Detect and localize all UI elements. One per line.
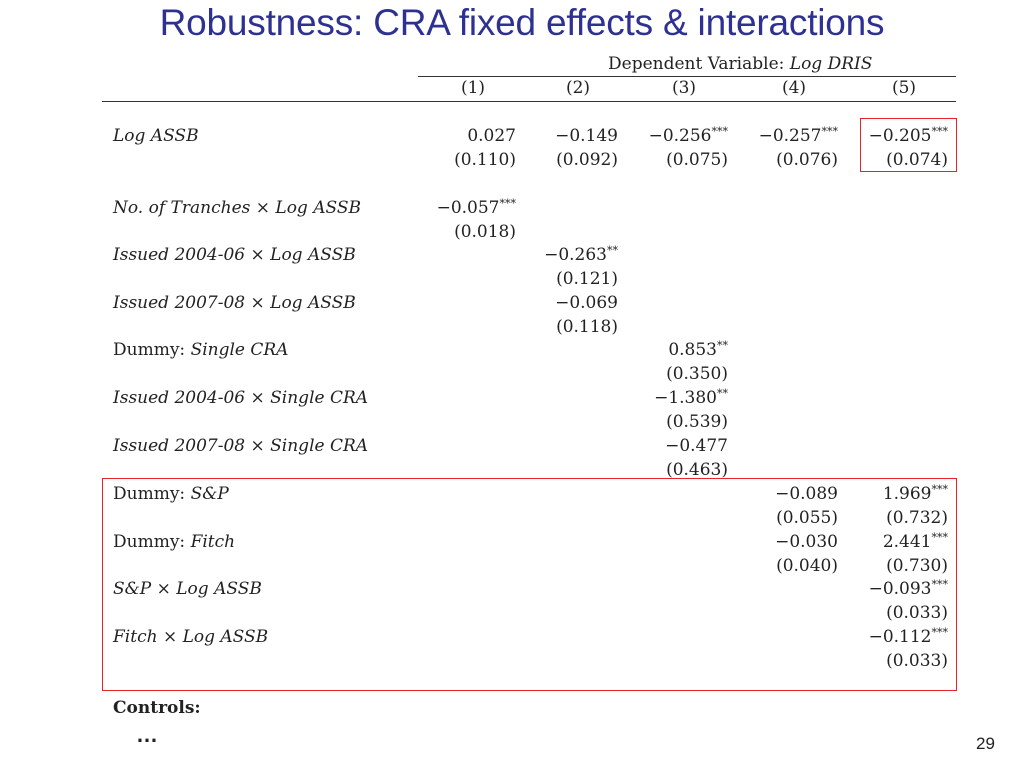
row-label: S&P × Log ASSB: [113, 579, 262, 599]
standard-error-cell: (0.033): [886, 651, 948, 671]
coefficient-cell: −0.257***: [758, 125, 838, 146]
row-label: No. of Tranches × Log ASSB: [113, 198, 361, 218]
highlight-box-col5-log-assb: [860, 118, 957, 172]
slide-title: Robustness: CRA fixed effects & interact…: [159, 2, 885, 43]
standard-error-cell: (0.076): [776, 150, 838, 170]
highlight-box-cra-dummies: [102, 478, 957, 691]
coefficient-cell: −0.057***: [436, 197, 516, 218]
row-label: Issued 2004-06 × Log ASSB: [113, 245, 356, 265]
dependent-variable-text: Dependent Variable: Log DRIS: [608, 54, 873, 74]
coefficient-cell: 0.027: [467, 126, 516, 146]
standard-error-cell: (0.730): [886, 556, 948, 576]
standard-error-cell: (0.110): [454, 150, 516, 170]
standard-error-cell: (0.018): [454, 222, 516, 242]
standard-error-cell: (0.040): [776, 556, 838, 576]
coefficient-cell: −0.263**: [544, 244, 618, 265]
column-header-3: (3): [671, 78, 697, 98]
column-header-5: (5): [891, 78, 917, 98]
standard-error-cell: (0.121): [556, 269, 618, 289]
coefficient-cell: 2.441***: [882, 531, 948, 552]
column-header-1: (1): [460, 78, 486, 98]
coefficient-cell: −0.089: [775, 484, 838, 504]
standard-error-cell: (0.118): [556, 317, 618, 337]
page-number: 29: [976, 734, 995, 753]
row-label: Dummy: Single CRA: [113, 340, 289, 360]
coefficient-cell: −0.256***: [648, 125, 728, 146]
row-label: Dummy: Fitch: [113, 532, 236, 552]
standard-error-cell: (0.350): [666, 364, 728, 384]
row-label: Issued 2007-08 × Log ASSB: [113, 293, 356, 313]
standard-error-cell: (0.033): [886, 603, 948, 623]
coefficient-cell: −0.149: [555, 126, 618, 146]
coefficient-cell: −0.205***: [868, 125, 948, 146]
header-rule-bottom: [102, 101, 956, 102]
coefficient-cell: −0.030: [775, 532, 838, 552]
header-rule-top: [418, 76, 956, 77]
standard-error-cell: (0.539): [666, 412, 728, 432]
coefficient-cell: −1.380**: [654, 387, 728, 408]
standard-error-cell: (0.732): [886, 508, 948, 528]
row-label: Dummy: S&P: [113, 484, 229, 504]
row-label: Log ASSB: [113, 126, 199, 146]
dependent-variable-header: Dependent Variable: Log DRIS: [608, 54, 872, 74]
column-header-2: (2): [565, 78, 591, 98]
coefficient-cell: −0.477: [665, 436, 728, 456]
row-label: Issued 2004-06 × Single CRA: [113, 388, 369, 408]
standard-error-cell: (0.075): [666, 150, 728, 170]
standard-error-cell: (0.074): [886, 150, 948, 170]
row-label: Issued 2007-08 × Single CRA: [113, 436, 369, 456]
standard-error-cell: (0.055): [776, 508, 838, 528]
coefficient-cell: 0.853**: [668, 339, 728, 360]
column-header-4: (4): [781, 78, 807, 98]
coefficient-cell: 1.969***: [882, 483, 948, 504]
coefficient-cell: −0.069: [555, 293, 618, 313]
row-label: Fitch × Log ASSB: [113, 627, 269, 647]
coefficient-cell: −0.112***: [868, 626, 948, 647]
ellipsis: …: [136, 722, 158, 747]
standard-error-cell: (0.092): [556, 150, 618, 170]
controls-label: Controls:: [113, 698, 201, 718]
coefficient-cell: −0.093***: [868, 578, 948, 599]
standard-error-cell: (0.463): [666, 460, 728, 480]
